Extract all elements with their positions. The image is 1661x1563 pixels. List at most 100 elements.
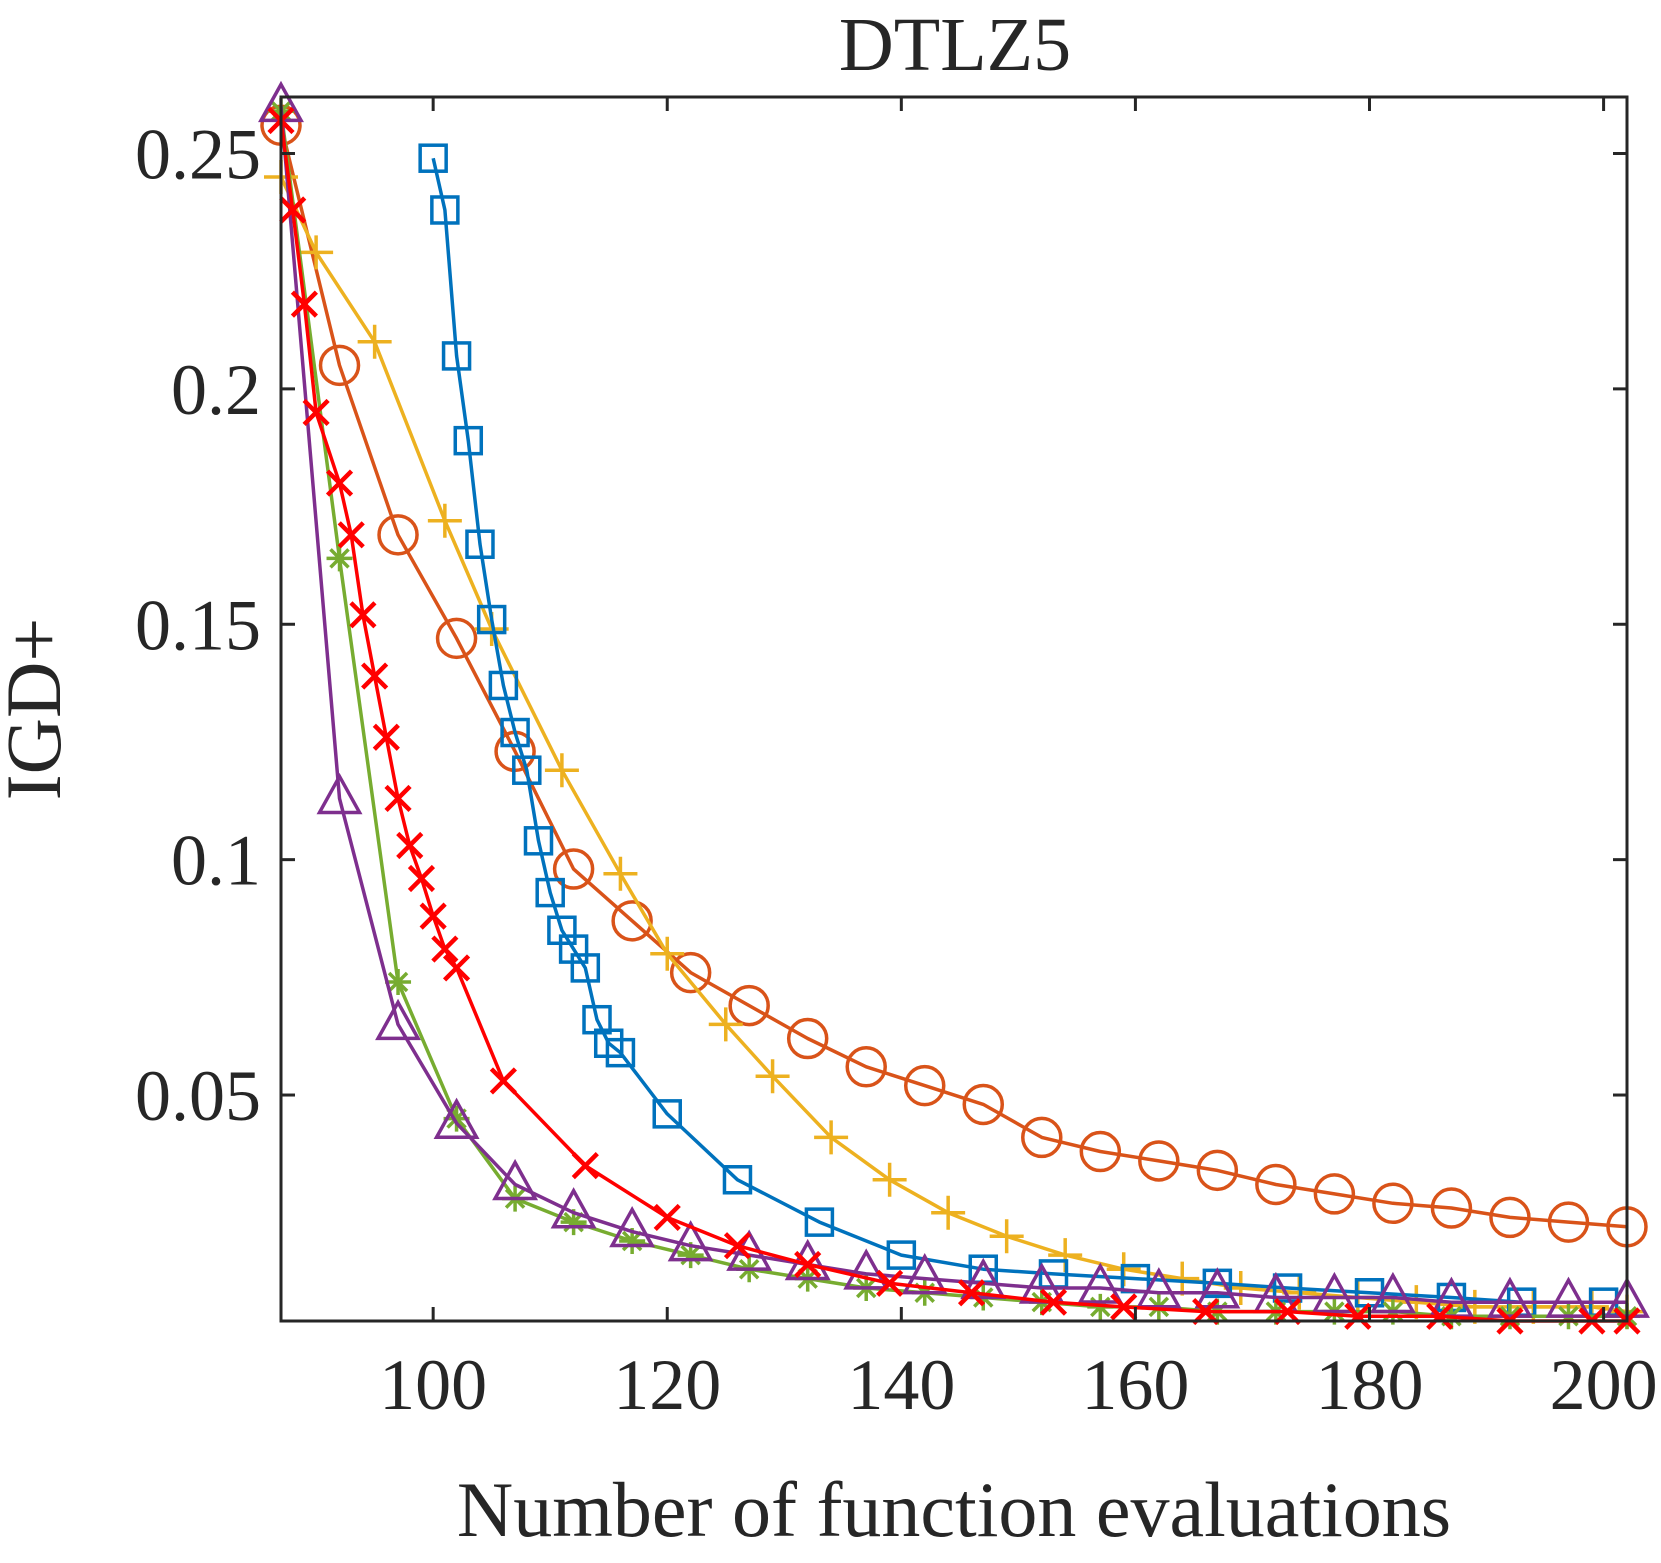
data-point <box>1545 1276 1592 1318</box>
data-point <box>384 784 412 813</box>
data-point <box>1489 1196 1531 1239</box>
data-point <box>535 877 565 908</box>
data-point <box>492 1158 539 1201</box>
data-point <box>441 341 472 371</box>
data-point <box>677 1242 704 1269</box>
series-2 <box>264 160 1644 1329</box>
data-point <box>318 344 361 387</box>
data-point <box>279 196 307 224</box>
series-1 <box>260 104 1648 1248</box>
data-point <box>609 1205 656 1248</box>
data-point <box>1196 1149 1239 1192</box>
data-point <box>755 1059 790 1094</box>
series-line <box>279 124 1628 1229</box>
data-point <box>407 864 436 893</box>
data-point <box>650 936 685 971</box>
data-point <box>723 1232 752 1260</box>
data-point <box>430 195 460 225</box>
data-point <box>845 1046 887 1088</box>
data-point <box>435 617 478 660</box>
data-point <box>560 1209 587 1236</box>
data-point <box>570 953 601 983</box>
data-point <box>722 1165 753 1195</box>
data-point <box>653 1203 681 1232</box>
x-axis: 100 120 140 160 180 200 <box>379 97 1658 1425</box>
data-point <box>550 1187 597 1229</box>
data-point <box>349 601 377 629</box>
data-point <box>667 1220 714 1262</box>
data-point <box>901 1253 948 1295</box>
data-point <box>619 1227 646 1254</box>
data-point <box>957 1279 986 1307</box>
data-point <box>960 1257 1007 1300</box>
x-tick-label: 140 <box>847 1345 955 1425</box>
data-point <box>488 670 519 701</box>
data-point <box>1039 1288 1068 1316</box>
data-point <box>372 723 400 751</box>
data-point <box>989 1219 1024 1254</box>
series-line <box>279 110 1627 1319</box>
data-point <box>903 1064 946 1107</box>
data-point <box>442 954 471 982</box>
data-point <box>500 717 530 748</box>
data-point <box>325 469 354 497</box>
y-tick-label: 0.05 <box>135 1056 261 1136</box>
series-line <box>431 157 1604 1304</box>
data-point <box>1272 1273 1303 1303</box>
series-line <box>279 106 1627 1304</box>
x-tick-label: 100 <box>379 1345 487 1425</box>
axes-box <box>279 95 1629 1323</box>
y-tick-label: 0.2 <box>171 350 261 430</box>
data-point <box>290 290 318 318</box>
x-tick-label: 200 <box>1550 1345 1658 1425</box>
data-point <box>1110 1293 1138 1321</box>
data-point <box>1372 1182 1414 1225</box>
data-point <box>377 514 419 556</box>
data-point <box>1079 1130 1122 1173</box>
y-tick-label: 0.15 <box>135 585 261 665</box>
series-3 <box>418 143 1619 1317</box>
data-point <box>728 984 770 1027</box>
data-point <box>571 1152 599 1180</box>
y-tick-label: 0.25 <box>135 114 261 194</box>
y-axis: 0.05 0.1 0.15 0.2 0.25 <box>135 114 1627 1136</box>
data-point <box>1021 1116 1063 1159</box>
data-point <box>962 1083 1005 1126</box>
data-point <box>603 856 638 891</box>
data-point <box>431 935 459 963</box>
data-point <box>433 1097 480 1140</box>
x-tick-label: 120 <box>613 1345 721 1425</box>
data-point <box>552 848 595 890</box>
series-6 <box>267 106 1641 1335</box>
data-point <box>872 1162 907 1197</box>
data-point <box>419 902 447 930</box>
data-point <box>443 1105 470 1132</box>
data-point <box>794 1250 822 1279</box>
data-point <box>375 998 422 1041</box>
series-line <box>279 176 1628 1314</box>
data-point <box>1194 1267 1241 1309</box>
data-point <box>512 755 542 785</box>
data-point <box>453 425 484 456</box>
data-point <box>1311 1271 1358 1314</box>
series-5 <box>258 80 1650 1318</box>
data-point <box>804 1207 835 1237</box>
x-axis-label: Number of function evaluations <box>457 1466 1451 1553</box>
x-tick-label: 160 <box>1081 1345 1189 1425</box>
data-point <box>605 1037 636 1068</box>
series-line <box>279 120 1627 1323</box>
data-point <box>814 1120 849 1155</box>
data-point <box>523 826 554 856</box>
data-point <box>708 1007 743 1042</box>
data-point <box>357 324 392 359</box>
data-point <box>1135 1267 1182 1309</box>
data-point <box>843 1248 890 1290</box>
data-point <box>669 951 712 994</box>
data-point <box>1486 1276 1533 1318</box>
data-point <box>1344 1302 1372 1330</box>
data-point <box>544 753 579 788</box>
data-point <box>337 521 365 549</box>
data-point <box>886 1240 917 1270</box>
data-point <box>876 1269 904 1297</box>
